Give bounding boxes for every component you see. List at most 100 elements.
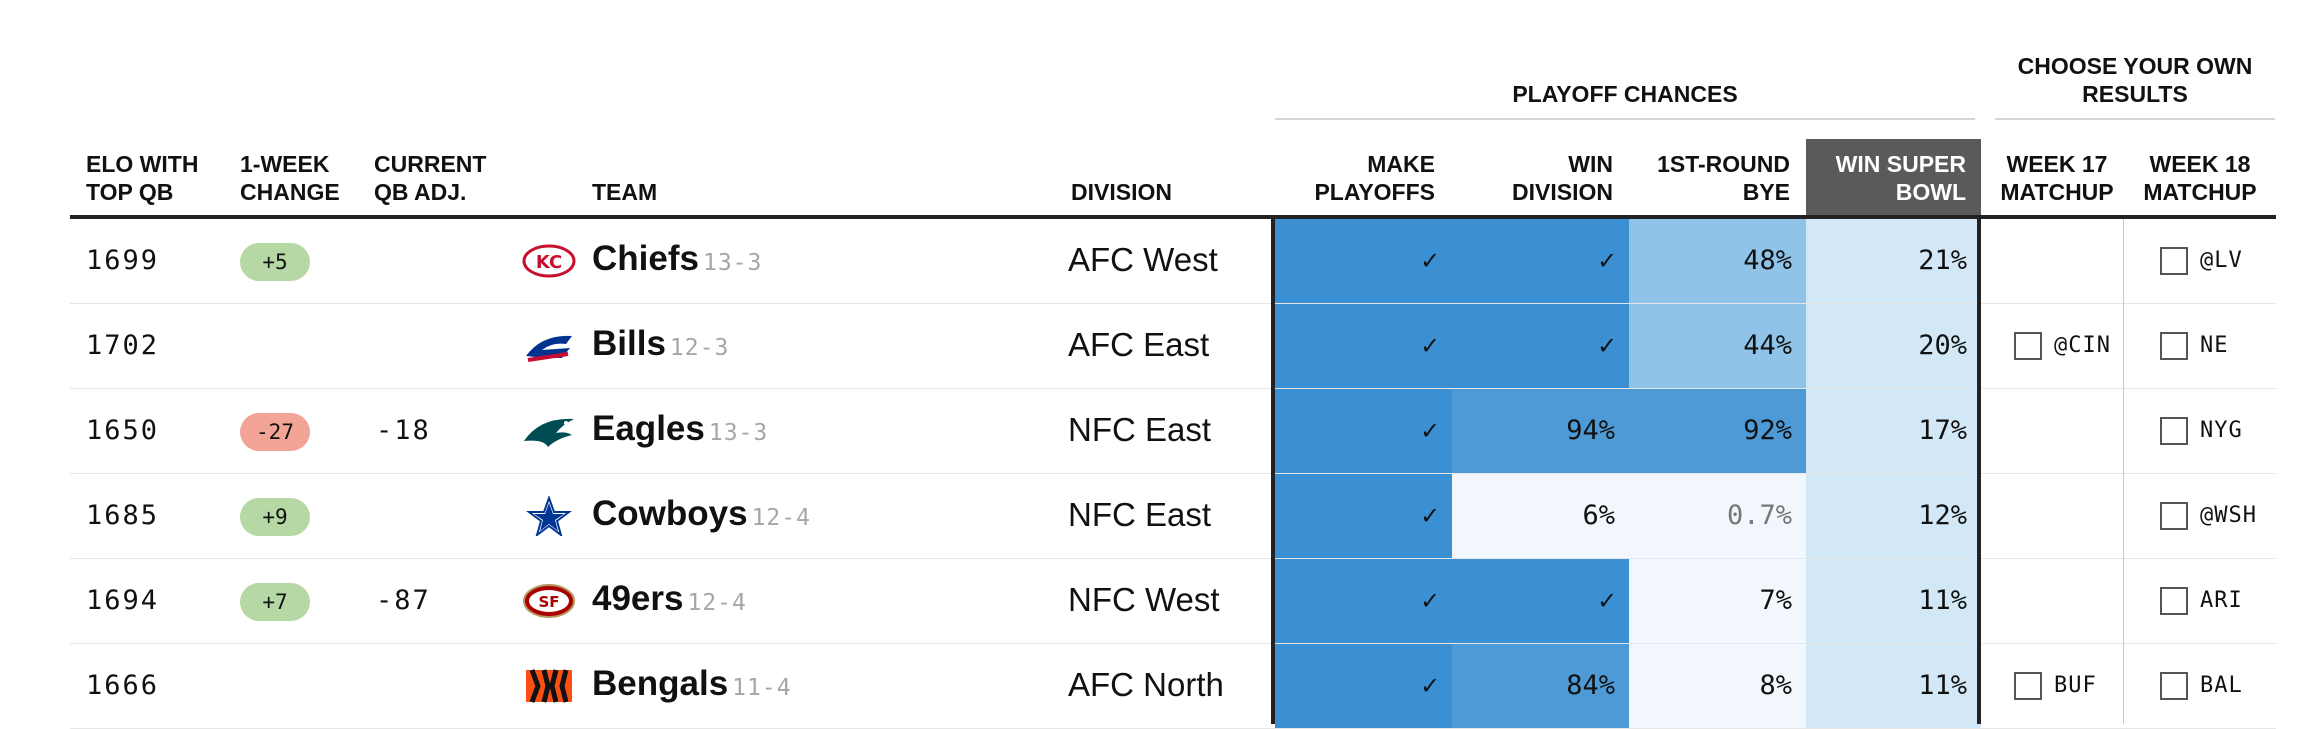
header-qb-adj[interactable]: CURRENT QB ADJ.	[374, 151, 487, 205]
table-row: 1685 +9 Cowboys 12-4 NFC East ✓ 6% 0.7% 12% @WSH	[70, 474, 2276, 559]
header-win-super-bowl[interactable]: WIN SUPER BOWL	[1835, 151, 1966, 205]
chiefs-logo-icon: KC	[522, 241, 576, 281]
make-playoffs-cell: ✓	[1275, 304, 1452, 388]
team-record: 12-3	[669, 335, 730, 361]
week17-opponent: @CIN	[2054, 333, 2111, 358]
division-name: NFC East	[1068, 496, 1212, 533]
team-record: 13-3	[702, 250, 763, 276]
header-make-playoffs[interactable]: MAKE PLAYOFFS	[1314, 151, 1435, 205]
win-division-cell: 94%	[1452, 389, 1629, 473]
week18-matchup[interactable]: ARI	[2160, 559, 2290, 643]
qb-adj-value: -18	[376, 415, 431, 446]
header-division[interactable]: DIVISION	[1071, 179, 1172, 205]
bills-logo-icon	[522, 326, 576, 366]
header-first-round-bye[interactable]: 1ST-ROUND BYE	[1657, 151, 1790, 205]
cowboys-logo-icon	[522, 495, 576, 538]
week18-opponent: ARI	[2200, 588, 2243, 613]
header-team[interactable]: TEAM	[592, 179, 658, 205]
win-super-bowl-cell: 11%	[1806, 559, 1981, 643]
team-name: Cowboys 12-4	[592, 494, 811, 533]
change-badge: +9	[240, 498, 310, 536]
team-name: Chiefs 13-3	[592, 239, 763, 278]
make-playoffs-cell: ✓	[1275, 389, 1452, 473]
week18-opponent: @LV	[2200, 248, 2243, 273]
team-name: Eagles 13-3	[592, 409, 769, 448]
elo-value: 1699	[86, 245, 160, 276]
win-super-bowl-cell: 20%	[1806, 304, 1981, 388]
week18-checkbox[interactable]	[2160, 587, 2188, 615]
header-week17: WEEK 17 MATCHUP	[2000, 151, 2114, 205]
change-badge: +7	[240, 583, 310, 621]
week17-checkbox[interactable]	[2014, 672, 2042, 700]
elo-value: 1650	[86, 415, 160, 446]
week18-matchup[interactable]: @LV	[2160, 219, 2290, 303]
win-super-bowl-cell: 11%	[1806, 644, 1981, 728]
win-division-cell: ✓	[1452, 304, 1629, 388]
win-division-cell: ✓	[1452, 219, 1629, 303]
win-super-bowl-cell: 12%	[1806, 474, 1981, 558]
team-record: 13-3	[708, 420, 769, 446]
win-division-cell: 6%	[1452, 474, 1629, 558]
header-elo[interactable]: ELO WITH TOP QB	[86, 151, 199, 205]
win-super-bowl-cell: 21%	[1806, 219, 1981, 303]
week18-matchup[interactable]: @WSH	[2160, 474, 2290, 558]
week17-matchup[interactable]: BUF	[2014, 644, 2154, 728]
header-win-division[interactable]: WIN DIVISION	[1512, 151, 1613, 205]
week18-checkbox[interactable]	[2160, 247, 2188, 275]
division-name: AFC West	[1068, 241, 1218, 278]
make-playoffs-cell: ✓	[1275, 219, 1452, 303]
svg-text:SF: SF	[538, 593, 559, 611]
change-badge: -27	[240, 413, 310, 451]
elo-value: 1702	[86, 330, 160, 361]
first-round-bye-cell: 48%	[1629, 219, 1806, 303]
week18-checkbox[interactable]	[2160, 502, 2188, 530]
first-round-bye-cell: 8%	[1629, 644, 1806, 728]
division-name: NFC West	[1068, 581, 1220, 618]
change-badge: +5	[240, 243, 310, 281]
qb-adj-value: -87	[376, 585, 431, 616]
table-row: 1699 +5 KC Chiefs 13-3 AFC West ✓ ✓ 48% 21% @LV	[70, 219, 2276, 304]
week17-opponent: BUF	[2054, 673, 2097, 698]
week18-checkbox[interactable]	[2160, 332, 2188, 360]
table-row: 1702 Bills 12-3 AFC East ✓ ✓ 44% 20% @CIN NE	[70, 304, 2276, 389]
header-week18: WEEK 18 MATCHUP	[2143, 151, 2257, 205]
choose-results-group-title: CHOOSE YOUR OWN RESULTS	[2017, 53, 2253, 107]
week18-checkbox[interactable]	[2160, 672, 2188, 700]
week18-opponent: @WSH	[2200, 503, 2257, 528]
header-bottom-rule	[70, 215, 2276, 219]
header-change[interactable]: 1-WEEK CHANGE	[240, 151, 340, 205]
week17-checkbox[interactable]	[2014, 332, 2042, 360]
first-round-bye-cell: 0.7%	[1629, 474, 1806, 558]
win-division-cell: ✓	[1452, 559, 1629, 643]
week17-matchup[interactable]: @CIN	[2014, 304, 2154, 388]
first-round-bye-cell: 92%	[1629, 389, 1806, 473]
first-round-bye-cell: 44%	[1629, 304, 1806, 388]
week18-matchup[interactable]: NE	[2160, 304, 2290, 388]
elo-value: 1694	[86, 585, 160, 616]
week18-checkbox[interactable]	[2160, 417, 2188, 445]
week18-opponent: BAL	[2200, 673, 2243, 698]
week18-opponent: NYG	[2200, 418, 2243, 443]
team-record: 12-4	[687, 590, 747, 616]
make-playoffs-cell: ✓	[1275, 644, 1452, 728]
playoff-chances-underline	[1275, 118, 1975, 120]
eagles-logo-icon	[522, 411, 576, 451]
week18-opponent: NE	[2200, 333, 2229, 358]
division-name: AFC East	[1068, 326, 1210, 363]
table-row: 1694 +7 -87 SF 49ers 12-4 NFC West ✓ ✓ 7% 11% ARI	[70, 559, 2276, 644]
team-name: 49ers 12-4	[592, 579, 747, 618]
elo-value: 1685	[86, 500, 160, 531]
playoff-chances-left-border	[1271, 215, 1275, 724]
table-row: 1666 Bengals 11-4 AFC North ✓ 84% 8% 11% BUF BA…	[70, 644, 2276, 729]
win-super-bowl-cell: 17%	[1806, 389, 1981, 473]
team-record: 12-4	[751, 505, 811, 531]
playoff-chances-group-title: PLAYOFF CHANCES	[1512, 81, 1738, 107]
choose-results-left-border	[1977, 215, 1981, 724]
week18-matchup[interactable]: BAL	[2160, 644, 2290, 728]
division-name: AFC North	[1068, 666, 1224, 703]
header-win-super-bowl-bg[interactable]	[1806, 139, 1981, 216]
team-record: 11-4	[732, 675, 792, 701]
division-name: NFC East	[1068, 411, 1212, 448]
week18-matchup[interactable]: NYG	[2160, 389, 2290, 473]
table-row: 1650 -27 -18 Eagles 13-3 NFC East ✓ 94% 92% 17% N…	[70, 389, 2276, 474]
